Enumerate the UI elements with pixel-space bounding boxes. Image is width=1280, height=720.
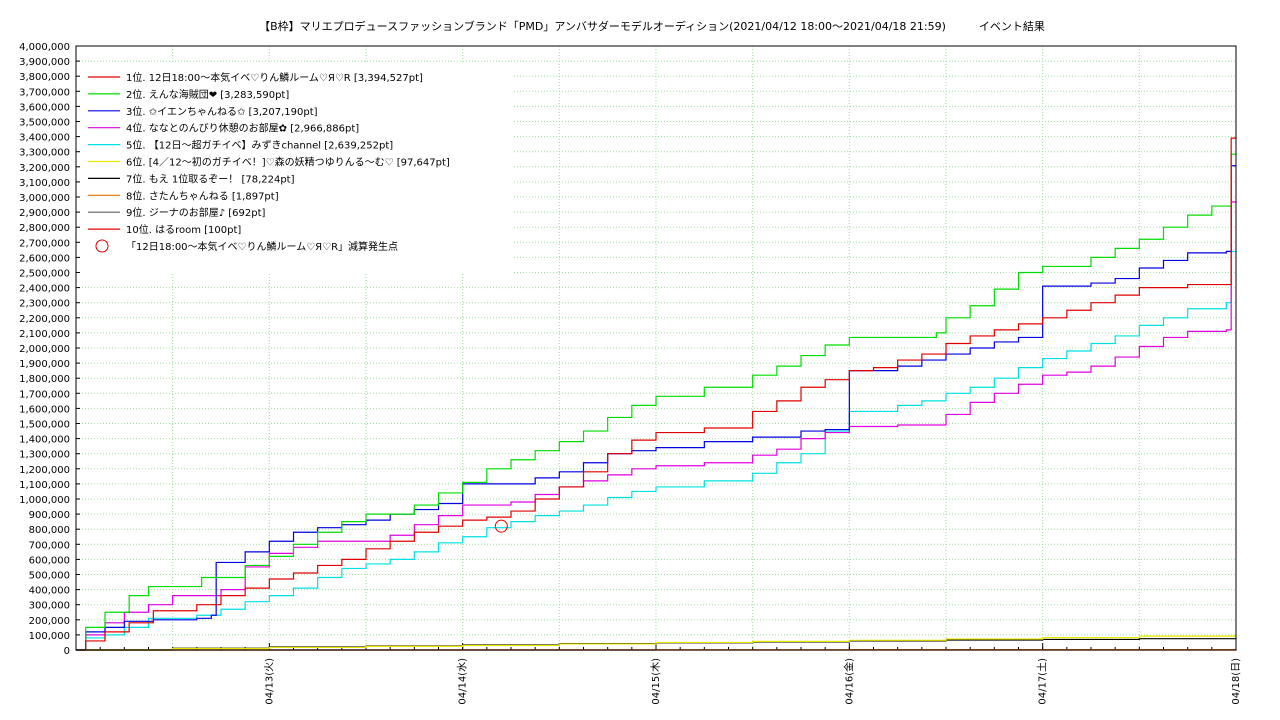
series-line — [76, 153, 1236, 651]
y-tick-label: 1,500,000 — [19, 420, 70, 431]
y-tick-label: 3,000,000 — [19, 193, 70, 204]
x-tick-label: 04/16(金) — [842, 658, 855, 705]
y-tick-label: 1,100,000 — [19, 480, 70, 491]
legend-label: 8位. さたんちゃんねる [1,897pt] — [126, 189, 279, 202]
legend-label: 5位. 【12日～超ガチイベ】みずきchannel [2,639,252pt] — [126, 139, 393, 152]
y-tick-label: 3,600,000 — [19, 102, 70, 113]
y-tick-label: 3,900,000 — [19, 57, 70, 68]
x-tick-label: 04/15(木) — [650, 658, 662, 705]
y-tick-label: 2,200,000 — [19, 314, 70, 325]
legend-label: 6位. [4／12～初のガチイベ！]♡森の妖精つゆりんる～む♡ [97,647p… — [126, 156, 450, 169]
y-tick-label: 800,000 — [29, 525, 70, 536]
y-axis: 4,000,000 3,900,000 3,800,000 3,700,000 3,60… — [19, 42, 80, 657]
legend-label: 7位. もえ 1位取るぞー！ [78,224pt] — [126, 172, 295, 185]
y-tick-label: 1,400,000 — [19, 435, 70, 446]
y-tick-label: 3,500,000 — [19, 118, 70, 129]
y-tick-label: 2,500,000 — [19, 269, 70, 280]
y-tick-label: 900,000 — [29, 510, 70, 521]
y-tick-label: 100,000 — [29, 631, 70, 642]
y-tick-label: 3,100,000 — [19, 178, 70, 189]
legend-label: 1位. 12日18:00～本気イベ♡りん鱗ルーム♡Я♡R [3,394,527p… — [126, 71, 423, 84]
x-tick-label: 04/17(土) — [1036, 658, 1049, 705]
legend-marker-swatch — [95, 239, 109, 253]
marker-group — [494, 519, 508, 533]
plot-frame — [75, 45, 1237, 651]
x-axis: 04/13(火) 04/14(水) 04/15(木) 04/16(金) 04/17(土)… — [263, 643, 1242, 705]
y-tick-label: 2,700,000 — [19, 238, 70, 249]
legend-label: 「12日18:00～本気イベ♡りん鱗ルーム♡Я♡R」減算発生点 — [126, 240, 398, 253]
y-tick-label: 1,000,000 — [19, 495, 70, 506]
legend-label: 9位. ジーナのお部屋♪ [692pt] — [126, 206, 266, 219]
y-tick-label: 500,000 — [29, 571, 70, 582]
y-tick-label: 2,100,000 — [19, 329, 70, 340]
y-tick-label: 2,900,000 — [19, 208, 70, 219]
y-tick-label: 1,800,000 — [19, 374, 70, 385]
y-tick-label: 2,400,000 — [19, 284, 70, 295]
y-tick-label: 1,200,000 — [19, 465, 70, 476]
y-tick-label: 600,000 — [29, 555, 70, 566]
legend-background — [80, 62, 512, 274]
series-line — [76, 635, 1237, 651]
y-tick-label: 1,700,000 — [19, 389, 70, 400]
series-line — [76, 250, 1236, 651]
x-tick-label: 04/13(火) — [263, 658, 275, 705]
deduction-marker — [494, 519, 508, 533]
y-tick-label: 2,800,000 — [19, 223, 70, 234]
legend-label: 10位. はるroom [100pt] — [126, 223, 241, 236]
y-tick-label: 400,000 — [29, 586, 70, 597]
series-line — [76, 137, 1237, 651]
y-tick-label: 3,800,000 — [19, 72, 70, 83]
y-tick-label: 1,900,000 — [19, 359, 70, 370]
chart-title: 【B枠】マリエプロデュースファッションブランド「PMD」アンバサダーモデルオーデ… — [259, 19, 1045, 33]
y-tick-label: 2,300,000 — [19, 299, 70, 310]
legend-label: 3位. ✩イエンちゃんねる✩ [3,207,190pt] — [126, 105, 318, 118]
y-tick-label: 2,600,000 — [19, 253, 70, 264]
y-tick-label: 300,000 — [29, 601, 70, 612]
y-tick-label: 0 — [64, 646, 70, 657]
y-tick-label: 1,600,000 — [19, 404, 70, 415]
y-tick-label: 3,400,000 — [19, 133, 70, 144]
y-tick-label: 700,000 — [29, 540, 70, 551]
y-tick-label: 4,000,000 — [19, 42, 70, 53]
y-tick-label: 3,200,000 — [19, 163, 70, 174]
y-tick-label: 1,300,000 — [19, 450, 70, 461]
legend-label: 2位. えんな海賊団❤ [3,283,590pt] — [126, 88, 289, 101]
x-tick-label: 04/18(日) — [1231, 658, 1242, 705]
legend: 1位. 12日18:00～本気イベ♡りん鱗ルーム♡Я♡R [3,394,527p… — [80, 62, 512, 274]
y-tick-label: 3,300,000 — [19, 148, 70, 159]
x-tick-label: 04/14(水) — [457, 658, 469, 705]
y-tick-label: 3,700,000 — [19, 87, 70, 98]
y-tick-label: 200,000 — [29, 616, 70, 627]
y-tick-label: 2,000,000 — [19, 344, 70, 355]
legend-label: 4位. ななとのんびり休憩のお部屋✿ [2,966,886pt] — [126, 122, 359, 135]
